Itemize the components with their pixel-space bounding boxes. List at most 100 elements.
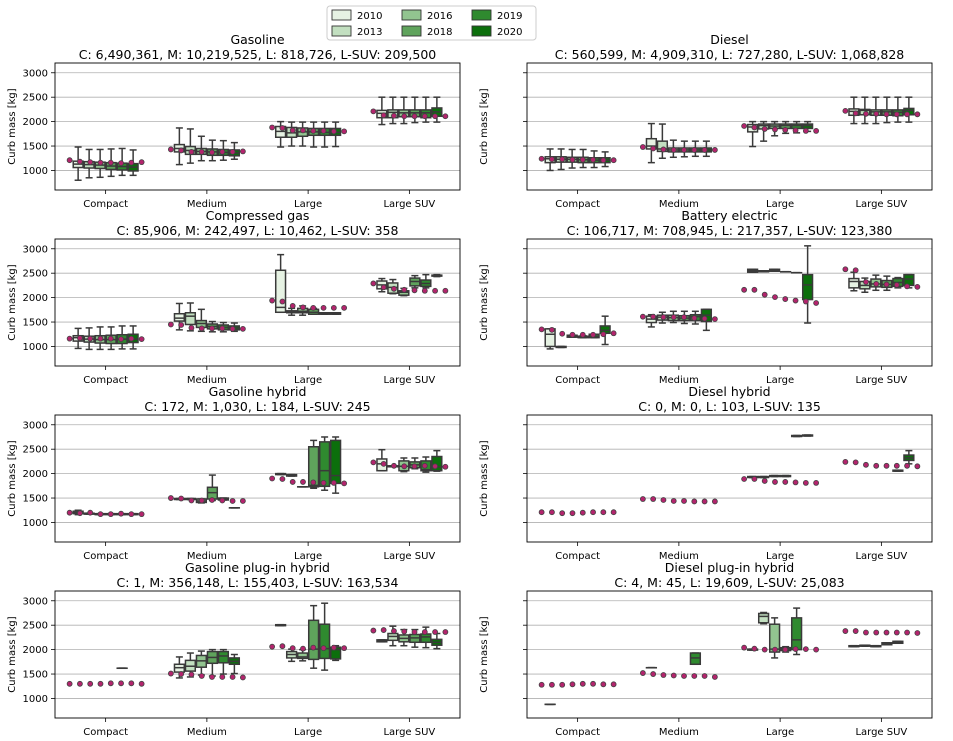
data-point <box>167 495 174 501</box>
data-point <box>229 148 236 155</box>
data-point <box>178 147 185 154</box>
box-2018 <box>881 642 893 646</box>
data-point <box>370 459 377 466</box>
box-2010 <box>274 472 287 476</box>
box-2020 <box>599 315 611 346</box>
box-iqr <box>420 633 432 644</box>
legend-swatch <box>401 9 422 21</box>
data-point <box>813 127 820 134</box>
box-iqr <box>184 312 197 326</box>
data-point <box>863 461 869 468</box>
box-2010 <box>848 644 860 648</box>
box-2013 <box>285 307 298 316</box>
box-2013 <box>387 96 399 125</box>
data-point <box>138 511 145 518</box>
x-tick-label: Large <box>766 551 794 562</box>
data-point <box>590 156 596 163</box>
data-point <box>421 629 428 635</box>
data-point <box>610 681 617 688</box>
legend-swatch <box>471 25 492 37</box>
data-point <box>711 147 718 153</box>
y-tick-label: 2000 <box>23 293 48 304</box>
axes-frame <box>526 590 933 719</box>
data-point <box>289 645 296 652</box>
panel-subtitle: C: 4, M: 45, L: 19,609, L-SUV: 25,083 <box>614 575 844 590</box>
panel-subtitle: C: 560,599, M: 4,909,310, L: 727,280, L-… <box>555 47 905 62</box>
legend-swatch <box>401 25 422 37</box>
data-point <box>741 644 748 651</box>
data-point <box>128 335 135 342</box>
data-point <box>391 462 397 469</box>
data-point <box>178 495 185 502</box>
data-point <box>432 113 438 120</box>
data-point <box>569 510 576 517</box>
data-point <box>239 498 246 504</box>
data-point <box>792 297 799 304</box>
box-2010 <box>72 146 84 181</box>
data-point <box>310 644 317 651</box>
box-2019 <box>318 121 331 148</box>
y-tick-label: 3000 <box>23 596 48 607</box>
y-tick-label: 2500 <box>23 269 48 280</box>
data-point <box>883 629 890 636</box>
box-2013 <box>184 302 197 332</box>
data-point <box>761 646 768 653</box>
x-tick-label: Large SUV <box>855 199 907 210</box>
data-point <box>330 128 337 135</box>
x-tick-label: Large <box>766 375 794 386</box>
data-point <box>639 313 646 320</box>
x-tick-label: Large SUV <box>855 375 907 386</box>
data-point <box>782 479 789 485</box>
y-axis-label: Curb mass [kg] <box>479 264 490 340</box>
data-point <box>802 298 809 305</box>
x-tick-label: Compact <box>83 199 128 210</box>
x-tick-label: Compact <box>555 551 600 562</box>
box-2018 <box>206 474 219 502</box>
box-iqr <box>307 619 320 661</box>
data-point <box>370 627 377 634</box>
data-point <box>802 646 809 653</box>
box-2019 <box>892 469 904 472</box>
box-2016 <box>870 96 882 125</box>
data-point <box>300 304 306 311</box>
data-point <box>289 303 296 309</box>
data-point <box>873 281 880 287</box>
data-point <box>538 326 545 333</box>
y-tick-label: 2500 <box>23 93 48 104</box>
data-point <box>66 335 73 342</box>
data-point <box>401 463 408 470</box>
x-tick-label: Large SUV <box>383 375 435 386</box>
data-point <box>209 674 215 680</box>
box-iqr <box>848 277 860 289</box>
data-point <box>77 510 83 517</box>
data-point <box>198 673 205 679</box>
data-point <box>782 646 789 653</box>
data-point <box>842 458 849 465</box>
data-point <box>590 509 596 516</box>
data-point <box>792 479 799 486</box>
data-point <box>421 113 428 120</box>
data-point <box>107 511 114 518</box>
data-point <box>188 148 195 155</box>
panel-subtitle: C: 172, M: 1,030, L: 184, L-SUV: 245 <box>144 399 370 414</box>
data-point <box>600 331 607 338</box>
data-point <box>650 496 657 502</box>
box-2010 <box>376 448 388 472</box>
axes-frame <box>54 238 461 367</box>
legend-swatch <box>331 9 352 21</box>
data-point <box>711 498 718 505</box>
data-point <box>579 509 586 516</box>
data-point <box>188 671 195 678</box>
data-point <box>107 335 114 342</box>
y-tick-label: 1500 <box>23 494 48 505</box>
box-2016 <box>768 474 781 478</box>
box-2018 <box>206 648 219 677</box>
box-2010 <box>173 302 186 331</box>
box-2013 <box>859 96 871 125</box>
data-point <box>559 156 566 163</box>
legend-swatch <box>331 25 352 37</box>
